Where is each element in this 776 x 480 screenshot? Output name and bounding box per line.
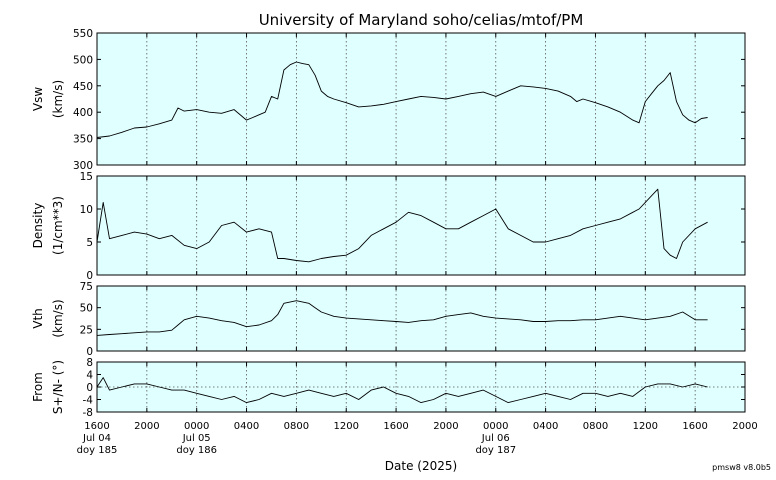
- x-tick-label: 1600: [84, 421, 109, 432]
- x-tick-label: 1200: [334, 421, 359, 432]
- y-axis-label: Vth: [31, 308, 45, 329]
- x-tick-label: 1600: [682, 421, 707, 432]
- y-tick-label: 0: [86, 270, 93, 282]
- y-tick-label: 0: [86, 382, 93, 394]
- y-tick-label: 25: [80, 324, 93, 336]
- x-tick-label: Jul 06: [481, 433, 510, 444]
- x-tick-label: 1600: [383, 421, 408, 432]
- x-tick-label: 2000: [732, 421, 757, 432]
- y-axis-label: (km/s): [51, 299, 65, 337]
- y-tick-label: 400: [73, 107, 93, 119]
- y-tick-label: 300: [73, 160, 93, 172]
- y-axis-label: Vsw: [31, 87, 45, 111]
- y-axis-label: (km/s): [51, 80, 65, 118]
- panel-background: [97, 286, 745, 351]
- series-line: [96, 300, 708, 336]
- credit-label: pmsw8 v8.0b5: [712, 463, 771, 472]
- series-line: [96, 188, 708, 263]
- x-tick-label: doy 187: [475, 445, 516, 456]
- y-tick-label: 550: [73, 28, 93, 40]
- panel-frame: [96, 32, 746, 166]
- y-tick-label: 350: [73, 134, 93, 146]
- panel-2: 0 5 10 15 Density (1/cm**3): [31, 171, 746, 282]
- series-line: [96, 377, 708, 404]
- panel-background: [97, 33, 745, 165]
- y-axis-label: Density: [31, 203, 45, 249]
- y-tick-label: 15: [80, 171, 93, 183]
- y-tick-label: -4: [83, 395, 94, 407]
- x-axis-label: Date (2025): [385, 459, 457, 473]
- x-tick-label: 0000: [184, 421, 209, 432]
- x-tick-label: 0000: [483, 421, 508, 432]
- y-tick-label: 75: [80, 281, 93, 293]
- series-line: [96, 61, 708, 138]
- panel-background: [97, 176, 745, 275]
- x-tick-label: 2000: [134, 421, 159, 432]
- panel-frame: [96, 175, 746, 276]
- y-tick-label: 0: [86, 346, 93, 358]
- y-axis-label: S+/N- (°): [51, 360, 65, 414]
- x-tick-label: 0800: [284, 421, 309, 432]
- y-tick-label: 500: [73, 54, 93, 66]
- x-tick-label: Jul 04: [82, 433, 111, 444]
- panel-frame: [96, 285, 746, 352]
- y-tick-label: 4: [86, 370, 93, 382]
- y-tick-label: 10: [80, 204, 93, 216]
- chart-title: University of Maryland soho/celias/mtof/…: [259, 11, 584, 29]
- panel-3: 0 25 50 75 Vth (km/s): [31, 281, 746, 358]
- x-tick-label: Jul 05: [182, 433, 211, 444]
- y-axis-label: From: [31, 372, 45, 402]
- y-tick-label: 50: [80, 303, 93, 315]
- y-tick-label: -8: [83, 407, 93, 419]
- y-tick-label: 450: [73, 81, 93, 93]
- y-tick-label: 5: [86, 237, 93, 249]
- x-tick-label: doy 185: [77, 445, 118, 456]
- x-tick-label: doy 186: [176, 445, 217, 456]
- x-tick-label: 0800: [583, 421, 608, 432]
- y-axis-label: (1/cm**3): [51, 196, 65, 255]
- y-tick-label: 8: [86, 357, 93, 369]
- panel-1: 300 350 400 450 500 550 Vsw (km/s): [31, 28, 746, 172]
- x-tick-label: 2000: [433, 421, 458, 432]
- x-tick-label: 1200: [633, 421, 658, 432]
- x-tick-label: 0400: [234, 421, 259, 432]
- x-tick-label: 0400: [533, 421, 558, 432]
